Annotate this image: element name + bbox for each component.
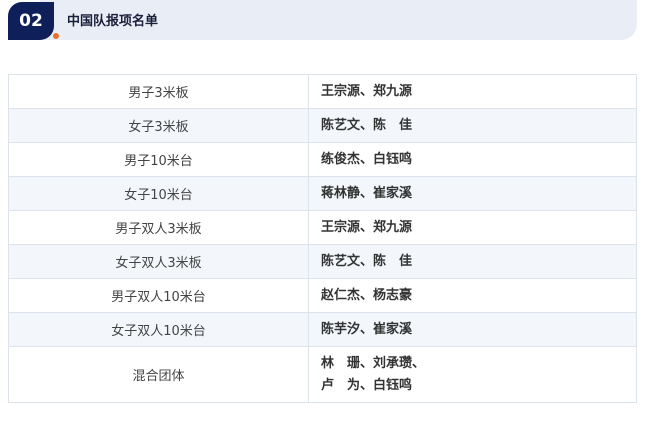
event-cell: 男子10米台 [8,142,309,177]
table-row: 女子10米台 蒋林静、崔家溪 [8,176,637,211]
athletes-cell: 王宗源、郑九源 [308,74,637,109]
athletes-line: 林 珊、刘承瓒、 [321,355,426,371]
event-cell: 男子3米板 [8,74,309,109]
table-row: 女子3米板 陈艺文、陈 佳 [8,108,637,143]
accent-dot-icon [53,33,59,39]
athletes-cell: 陈芋汐、崔家溪 [308,312,637,347]
athletes-cell: 林 珊、刘承瓒、卢 为、白钰鸣 [308,346,637,403]
table-row: 男子双人10米台 赵仁杰、杨志豪 [8,278,637,313]
event-cell: 女子3米板 [8,108,309,143]
athletes-line: 王宗源、郑九源 [321,219,413,235]
athletes-cell: 陈艺文、陈 佳 [308,108,637,143]
athletes-line: 练俊杰、白钰鸣 [321,151,413,167]
table-row: 女子双人10米台 陈芋汐、崔家溪 [8,312,637,347]
athletes-line: 陈艺文、陈 佳 [321,117,413,133]
athletes-line: 王宗源、郑九源 [321,83,413,99]
table-row: 混合团体林 珊、刘承瓒、卢 为、白钰鸣 [8,346,637,403]
roster-table: 男子3米板 王宗源、郑九源 女子3米板 陈艺文、陈 佳男子10米台 练俊杰、白钰鸣 女子1… [8,74,637,403]
athletes-line: 卢 为、白钰鸣 [321,377,413,393]
event-cell: 女子10米台 [8,176,309,211]
section-header-bar [40,0,637,40]
athletes-line: 陈艺文、陈 佳 [321,253,413,269]
event-cell: 男子双人10米台 [8,278,309,313]
table-row: 男子3米板 王宗源、郑九源 [8,74,637,109]
event-cell: 女子双人3米板 [8,244,309,279]
table-row: 男子双人3米板 王宗源、郑九源 [8,210,637,245]
event-cell: 男子双人3米板 [8,210,309,245]
table-row: 女子双人3米板 陈艺文、陈 佳 [8,244,637,279]
section-number-badge: 02 [8,2,54,40]
event-cell: 混合团体 [8,346,309,403]
athletes-line: 陈芋汐、崔家溪 [321,321,413,337]
athletes-line: 蒋林静、崔家溪 [321,185,413,201]
athletes-cell: 练俊杰、白钰鸣 [308,142,637,177]
athletes-cell: 蒋林静、崔家溪 [308,176,637,211]
event-cell: 女子双人10米台 [8,312,309,347]
athletes-cell: 王宗源、郑九源 [308,210,637,245]
table-row: 男子10米台 练俊杰、白钰鸣 [8,142,637,177]
athletes-cell: 陈艺文、陈 佳 [308,244,637,279]
athletes-line: 赵仁杰、杨志豪 [321,287,413,303]
section-title: 中国队报项名单 [67,14,159,29]
athletes-cell: 赵仁杰、杨志豪 [308,278,637,313]
